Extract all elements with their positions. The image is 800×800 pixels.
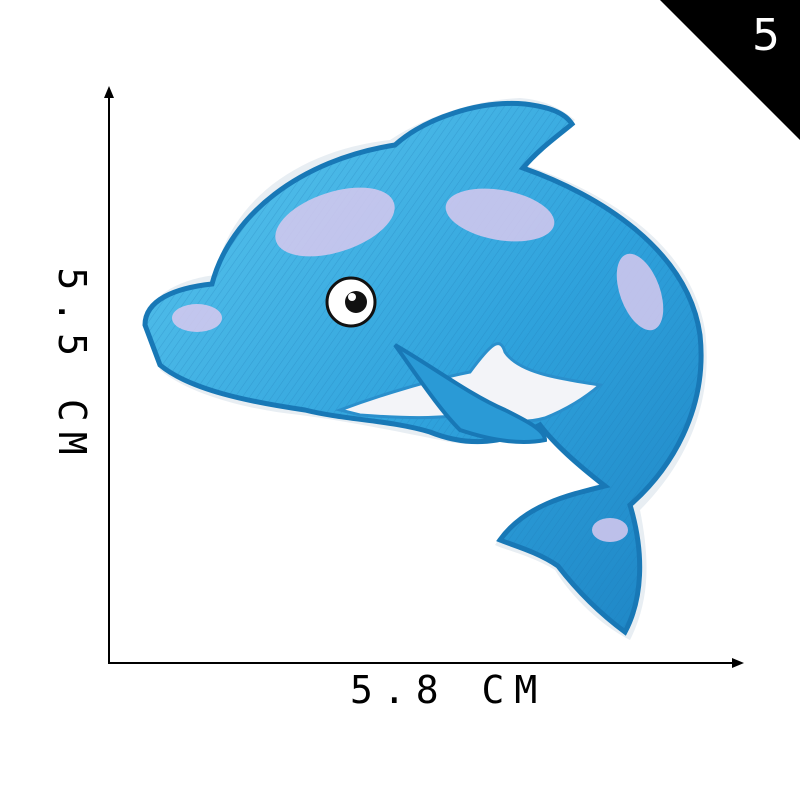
dolphin-eye-icon <box>325 276 377 328</box>
shimmer-highlights <box>172 187 664 542</box>
horizontal-axis-arrow-icon <box>732 658 744 668</box>
badge-number: 5 <box>752 10 780 61</box>
dolphin-patch <box>142 98 707 640</box>
width-label: 5.8 CM <box>350 668 548 712</box>
height-label: 5.5 CM <box>50 267 94 465</box>
dolphin-fin <box>393 343 548 444</box>
dimension-axes <box>104 86 744 668</box>
vertical-axis-arrow-icon <box>104 86 114 98</box>
corner-badge <box>660 0 800 140</box>
